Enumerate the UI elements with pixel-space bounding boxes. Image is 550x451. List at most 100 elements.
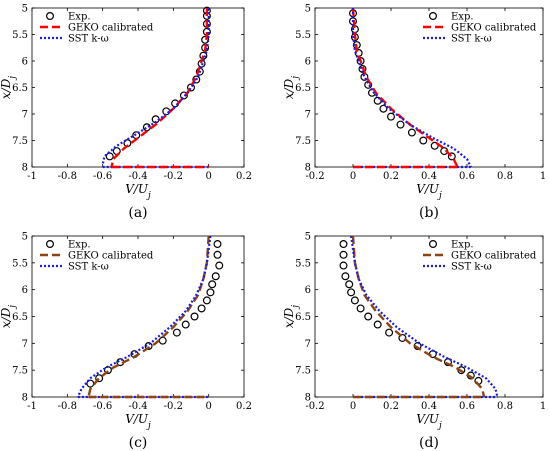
y-tick-label: 8 <box>305 163 311 174</box>
x-tick-label: 0.2 <box>236 401 252 412</box>
y-tick-label: 6 <box>22 57 28 68</box>
x-tick-label: -0.2 <box>305 401 324 412</box>
y-tick-label: 6 <box>305 285 311 296</box>
x-tick-label: 1 <box>540 401 546 412</box>
legend-entry-label: GEKO calibrated <box>68 251 154 262</box>
exp-data-point <box>201 35 210 44</box>
series-line-sst <box>350 235 499 398</box>
x-axis-label: V/Uj <box>125 412 151 431</box>
x-tick-label: -0.2 <box>164 171 183 182</box>
legend-marker-exp <box>429 12 438 21</box>
x-tick-label: 0.2 <box>383 171 399 182</box>
exp-data-point <box>211 272 220 281</box>
x-tick-label: 0.6 <box>459 171 475 182</box>
y-tick-label: 7 <box>305 110 311 121</box>
legend-entry-label: GEKO calibrated <box>451 251 537 262</box>
y-tick-label: 8 <box>305 393 311 404</box>
y-tick-label: 5.5 <box>12 258 28 269</box>
legend-entry-label: SST k-ω <box>451 262 492 273</box>
x-tick-label: -1 <box>27 401 37 412</box>
x-axis-label: V/Uj <box>125 182 151 201</box>
exp-data-point <box>158 336 167 345</box>
legend-entry-label: Exp. <box>451 12 474 23</box>
y-axis-label: x/Dj <box>282 76 301 99</box>
x-tick-label: 0.4 <box>421 171 437 182</box>
y-tick-label: 7.5 <box>12 366 28 377</box>
exp-data-point <box>396 120 405 129</box>
x-axis-label: V/Uj <box>416 182 442 201</box>
x-tick-label: -0.6 <box>93 171 112 182</box>
series-line-sst <box>76 235 212 398</box>
y-tick-label: 7.5 <box>295 136 311 147</box>
x-tick-label: 0.2 <box>236 171 252 182</box>
x-tick-label: -0.8 <box>58 401 77 412</box>
y-tick-label: 7 <box>305 339 311 350</box>
exp-data-point <box>105 152 114 161</box>
y-tick-label: 6.5 <box>295 312 311 323</box>
y-tick-label: 5 <box>305 4 311 15</box>
exp-data-point <box>206 288 215 297</box>
exp-data-point <box>202 296 211 305</box>
exp-data-point <box>385 328 394 337</box>
chart-panel-3: -1 -0.8 -0.6 -0.4 -0.2 0 0.2 5 5.5 6 6.5 7 7.5 8 V/Uj x… <box>0 232 252 451</box>
legend-entry-label: Exp. <box>68 12 91 23</box>
exp-data-point <box>341 272 350 281</box>
panel-caption: (d) <box>419 435 439 451</box>
exp-data-point <box>364 312 373 321</box>
series-line-sst <box>101 8 210 165</box>
exp-data-point <box>192 75 201 84</box>
y-tick-label: 7 <box>22 110 28 121</box>
x-axis-label: V/Uj <box>416 412 442 431</box>
exp-data-point <box>339 240 348 249</box>
exp-data-point <box>430 141 439 150</box>
exp-data-point <box>144 342 153 351</box>
x-tick-label: 0.6 <box>459 401 475 412</box>
y-tick-label: 6 <box>305 57 311 68</box>
y-axis-label: x/Dj <box>0 76 18 99</box>
exp-data-point <box>95 374 104 383</box>
legend-entry-label: Exp. <box>68 240 91 251</box>
y-tick-label: 6.5 <box>12 83 28 94</box>
legend-entry-label: SST k-ω <box>68 34 109 45</box>
x-tick-label: -0.6 <box>93 401 112 412</box>
x-tick-label: -1 <box>27 171 37 182</box>
exp-data-point <box>179 91 188 100</box>
legend-marker-exp <box>429 240 438 249</box>
panel-caption: (b) <box>419 205 439 221</box>
legend-entry-label: GEKO calibrated <box>68 23 154 34</box>
y-tick-label: 6 <box>22 285 28 296</box>
y-tick-label: 5 <box>22 4 28 15</box>
legend-entry-label: Exp. <box>451 240 474 251</box>
exp-data-point <box>407 128 416 137</box>
exp-data-point <box>213 240 222 249</box>
y-tick-label: 5 <box>22 232 28 243</box>
series-line-sst <box>351 8 472 168</box>
x-tick-label: 0 <box>350 401 356 412</box>
exp-data-point <box>339 250 348 259</box>
y-tick-label: 8 <box>22 393 28 404</box>
legend-entry-label: SST k-ω <box>68 262 109 273</box>
x-tick-label: -0.8 <box>58 171 77 182</box>
exp-data-point <box>447 152 456 161</box>
x-tick-label: -0.2 <box>164 401 183 412</box>
x-tick-label: 0.8 <box>497 171 513 182</box>
exp-data-point <box>387 112 396 121</box>
x-tick-label: 0 <box>205 171 211 182</box>
x-tick-label: -0.4 <box>128 401 147 412</box>
y-axis-label: x/Dj <box>0 305 18 328</box>
x-tick-label: -0.2 <box>305 171 324 182</box>
series-line-geko <box>351 7 459 168</box>
chart-panel-1: -1 -0.8 -0.6 -0.4 -0.2 0 0.2 5 5.5 6 6.5 7 7.5 8 V/Uj x… <box>0 4 252 222</box>
y-tick-label: 5.5 <box>295 258 311 269</box>
exp-data-point <box>339 261 348 270</box>
exp-data-point <box>373 320 382 329</box>
exp-data-point <box>190 312 199 321</box>
exp-data-point <box>213 250 222 259</box>
x-tick-label: 0.2 <box>383 401 399 412</box>
exp-data-point <box>419 136 428 145</box>
x-tick-label: 0 <box>205 401 211 412</box>
exp-data-point <box>356 304 365 313</box>
exp-data-point <box>398 333 407 342</box>
